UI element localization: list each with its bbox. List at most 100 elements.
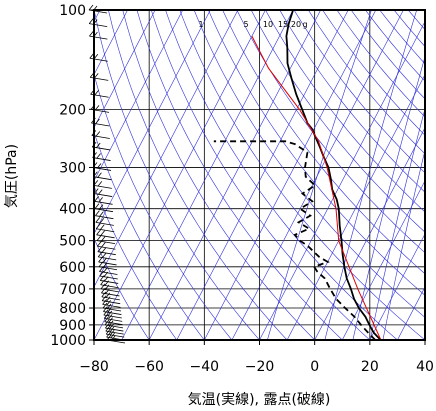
wind-barb-flag — [101, 247, 107, 253]
wind-barb — [97, 241, 116, 250]
wind-barb-flag — [99, 218, 105, 224]
mixing-ratio-line — [267, 10, 372, 340]
wind-barb — [102, 299, 121, 308]
x-tick-label: 20 — [361, 359, 379, 375]
wind-barb-staff — [98, 266, 118, 271]
dry-adiabat-line — [94, 185, 178, 340]
wind-barb-staff — [104, 324, 124, 329]
mixing-ratio-label: 10 — [263, 20, 273, 29]
dry-adiabat-line — [265, 10, 425, 213]
x-tick-labels: −80 −60 −40 −20 0 20 40 — [79, 340, 434, 375]
wind-barb-flag — [95, 217, 101, 223]
y-tick-label: 700 — [59, 282, 86, 298]
wind-barb-flag — [100, 283, 106, 290]
wind-barb-flag — [107, 314, 113, 320]
series-layer — [213, 10, 382, 340]
wind-barb-flag — [105, 292, 111, 299]
x-tick-label: −80 — [79, 359, 109, 375]
wind-barb — [94, 196, 113, 205]
dry-adiabat-line — [94, 237, 150, 340]
x-tick-label: −20 — [245, 359, 275, 375]
mixing-ratio-label: 5 — [243, 20, 248, 29]
wind-barb-staff — [105, 327, 124, 332]
isotherm-line — [259, 20, 425, 340]
isotherm-line — [94, 10, 156, 129]
wind-barb-flag — [109, 326, 115, 333]
mixing-ratio-line — [324, 10, 417, 340]
isotherm-line — [94, 10, 184, 182]
wind-barb-flag — [106, 303, 112, 310]
wind-barb-flag — [94, 203, 100, 209]
isotherm-line — [314, 127, 425, 340]
wind-barb-staff — [104, 317, 123, 322]
wind-barb-flag — [100, 236, 106, 242]
temperature-series-line — [285, 10, 382, 340]
grid-layer — [94, 10, 425, 340]
x-tick-label: 0 — [310, 359, 319, 375]
wind-barb-staff — [96, 240, 116, 245]
wind-barb-staff — [89, 57, 108, 62]
wind-barb-flag — [98, 197, 103, 203]
isotherm-line — [341, 180, 425, 340]
wind-barb-flag — [103, 313, 109, 319]
wind-barb-flag — [95, 142, 101, 149]
wind-barb-flag — [96, 153, 101, 159]
wind-barb-flag — [97, 189, 103, 195]
wind-barb — [97, 246, 116, 256]
dry-adiabat-line — [108, 10, 288, 340]
wind-barb-flag — [103, 306, 108, 312]
wind-barb-staff — [97, 251, 116, 256]
wind-barb-flag — [99, 211, 104, 217]
wind-barb — [101, 295, 121, 305]
dry-adiabat-line — [365, 10, 425, 82]
wind-barb-flag — [88, 4, 94, 11]
wind-barb-flag — [97, 251, 103, 258]
dry-adiabat-line — [136, 10, 343, 340]
wind-barb-staff — [96, 228, 115, 233]
wind-barb-staff — [99, 275, 118, 280]
wind-barb-flag — [95, 118, 100, 125]
isotherm-line — [204, 10, 377, 340]
y-tick-label: 1000 — [50, 333, 86, 349]
wind-barb-staff — [96, 234, 115, 239]
wind-barb — [95, 210, 114, 220]
isotherm-line — [148, 10, 321, 340]
wind-barb-flag — [94, 196, 99, 202]
isotherm-line — [397, 286, 425, 340]
wind-barb-staff — [89, 23, 108, 28]
wind-barb — [95, 223, 115, 233]
wind-barb-staff — [98, 261, 117, 266]
y-tick-label: 900 — [59, 318, 86, 334]
wind-barb-staff — [106, 333, 125, 338]
wind-barb-flag — [100, 230, 105, 237]
wind-barb-flag — [96, 163, 102, 169]
wind-barb-flag — [109, 329, 115, 336]
wind-barb-flag — [96, 235, 102, 241]
wind-barb-flag — [88, 18, 94, 24]
wind-barb-staff — [102, 307, 122, 312]
mixing-ratio-line — [382, 149, 425, 340]
dry-adiabat-line — [407, 10, 425, 30]
wind-barb-flag — [105, 288, 110, 295]
y-tick-label: 600 — [59, 260, 86, 276]
mixing-ratio-label: g — [302, 20, 307, 29]
wind-barb-flag — [108, 317, 113, 323]
isotherm-line — [94, 10, 239, 288]
wind-barb-flag — [97, 246, 103, 252]
x-tick-label: −40 — [190, 359, 220, 375]
dry-adiabat-line — [222, 10, 425, 275]
wind-barb-flag — [94, 105, 100, 111]
dry-adiabat-line — [336, 10, 425, 118]
wind-barb-layer — [88, 4, 126, 344]
x-tick-label: 40 — [416, 359, 434, 375]
dry-adiabat-line — [94, 10, 260, 340]
wind-barb — [96, 229, 115, 239]
dry-adiabat-line — [308, 10, 425, 155]
wind-barb-flag — [96, 229, 101, 236]
isotherm-line — [286, 73, 425, 340]
wind-barb — [93, 180, 112, 189]
dry-adiabat-line — [236, 10, 425, 254]
wind-barb-staff — [101, 296, 120, 301]
wind-barb-flag — [95, 131, 101, 137]
wind-barb — [97, 251, 117, 261]
